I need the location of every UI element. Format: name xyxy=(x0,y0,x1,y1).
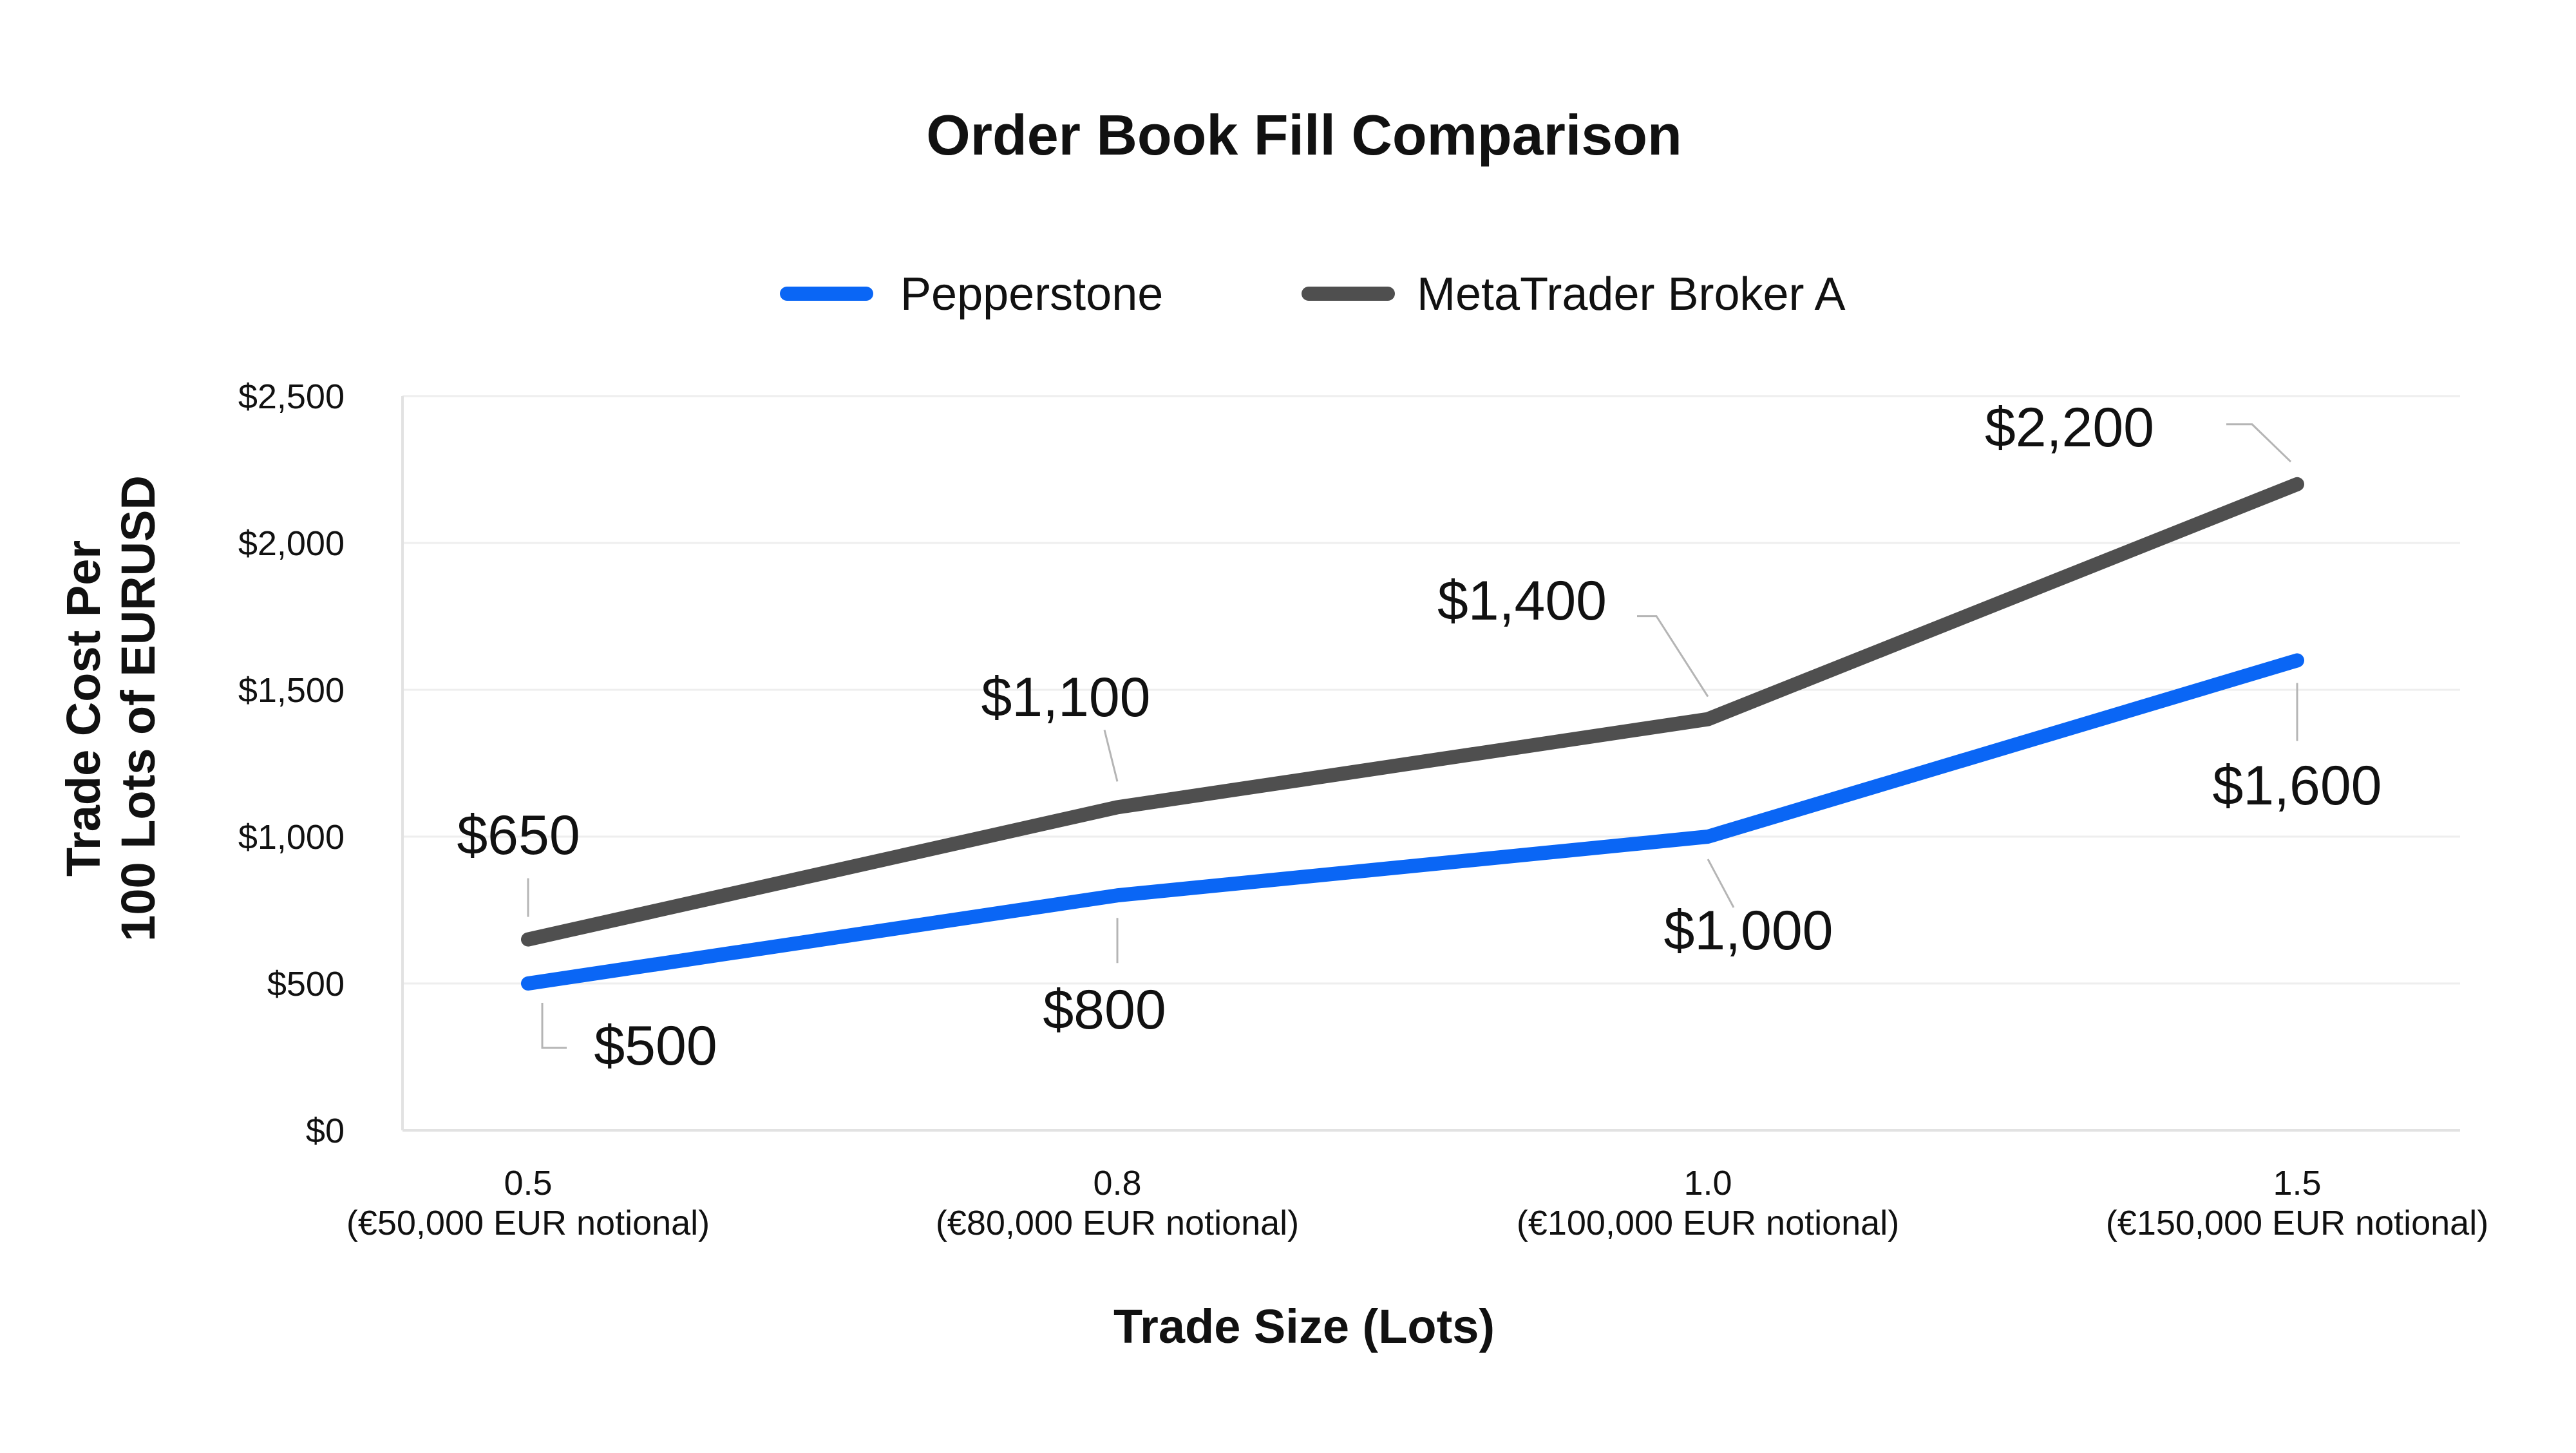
label-leader-line xyxy=(1707,859,1735,908)
y-tick-label: $0 xyxy=(306,1112,345,1150)
x-tick-sublabel: (€100,000 EUR notional) xyxy=(1517,1204,1899,1242)
y-tick-label: $1,500 xyxy=(238,671,345,710)
data-label: $1,000 xyxy=(1663,900,1833,962)
x-tick-sublabel: (€50,000 EUR notional) xyxy=(346,1204,710,1242)
data-label: $1,600 xyxy=(2212,755,2382,817)
x-axis-title: Trade Size (Lots) xyxy=(1113,1300,1495,1353)
x-tick-label: 1.0 xyxy=(1683,1164,1732,1202)
data-label: $2,200 xyxy=(1985,397,2154,459)
label-leader-line xyxy=(2226,423,2292,462)
label-leader-line xyxy=(1103,730,1119,782)
x-tick-sublabel: (€150,000 EUR notional) xyxy=(2106,1204,2488,1242)
x-axis-ticks: 0.5(€50,000 EUR notional) 0.8(€80,000 EUR… xyxy=(346,1164,2488,1242)
legend-label: Pepperstone xyxy=(900,269,1163,320)
y-tick-label: $2,000 xyxy=(238,524,345,563)
y-tick-label: $500 xyxy=(267,965,345,1003)
x-tick-label: 0.5 xyxy=(504,1164,552,1202)
data-label: $1,400 xyxy=(1437,570,1607,632)
legend: Pepperstone MetaTrader Broker A xyxy=(780,269,1846,320)
x-tick-sublabel: (€80,000 EUR notional) xyxy=(936,1204,1299,1242)
y-tick-label: $1,000 xyxy=(238,818,345,857)
data-label: $1,100 xyxy=(981,667,1150,728)
label-leader-line xyxy=(1637,615,1709,698)
x-tick-label: 0.8 xyxy=(1093,1164,1141,1202)
data-label-leaders xyxy=(527,423,2298,1049)
chart-title: Order Book Fill Comparison xyxy=(926,103,1681,167)
data-label: $500 xyxy=(594,1015,717,1077)
y-axis-title-line: Trade Cost Per xyxy=(57,540,110,877)
y-axis-ticks: $0 $500 $1,000 $1,500 $2,000 $2,500 xyxy=(238,377,345,1150)
series-lines xyxy=(521,477,2304,991)
legend-label: MetaTrader Broker A xyxy=(1417,269,1846,320)
series-line-metatrader-broker-a xyxy=(521,477,2304,947)
data-labels: $500 $800 $1,000 $1,600 $650 $1,100 $1,400 $2,2… xyxy=(457,397,2382,1077)
series-line-pepperstone xyxy=(521,653,2304,991)
label-leader-line xyxy=(541,1003,567,1049)
x-tick-label: 1.5 xyxy=(2273,1164,2321,1202)
gridlines xyxy=(401,395,2460,1132)
y-tick-label: $2,500 xyxy=(238,377,345,416)
data-label: $800 xyxy=(1043,979,1166,1041)
data-label: $650 xyxy=(457,804,580,866)
y-axis-title: Trade Cost Per 100 Lots of EURUSD xyxy=(57,475,165,942)
y-axis-title-line: 100 Lots of EURUSD xyxy=(111,475,165,942)
